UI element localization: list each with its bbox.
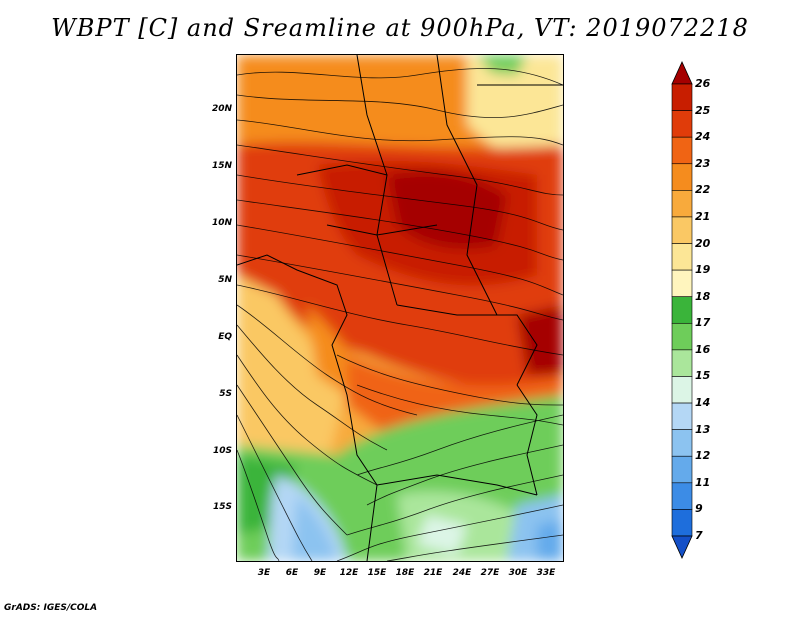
colorbar-label: 21 bbox=[695, 209, 711, 223]
lon-label-30e: 30E bbox=[508, 568, 528, 578]
colorbar-label: 15 bbox=[695, 369, 711, 383]
streamlines bbox=[237, 68, 563, 561]
colorbar-segment bbox=[671, 190, 693, 218]
country-borders bbox=[237, 55, 563, 561]
map-panel bbox=[236, 54, 564, 562]
lon-label-27e: 27E bbox=[480, 568, 500, 578]
colorbar-label: 17 bbox=[695, 316, 711, 330]
lon-label-6e: 6E bbox=[285, 568, 299, 578]
lon-label-21e: 21E bbox=[423, 568, 443, 578]
colorbar-label: 20 bbox=[695, 236, 711, 250]
lat-label-15n: 15N bbox=[211, 161, 232, 171]
lat-label-20n: 20N bbox=[211, 104, 232, 114]
colorbar-segment bbox=[671, 402, 693, 430]
lon-label-12e: 12E bbox=[339, 568, 359, 578]
temperature-shading bbox=[237, 55, 563, 561]
colorbar-label: 7 bbox=[695, 529, 703, 542]
lon-label-33e: 33E bbox=[536, 568, 556, 578]
colorbar-segment bbox=[671, 349, 693, 377]
colorbar-segment bbox=[671, 376, 693, 404]
lat-label-10n: 10N bbox=[211, 218, 232, 228]
colorbar-label: 14 bbox=[695, 396, 711, 410]
colorbar bbox=[671, 61, 693, 559]
lat-label-5s: 5S bbox=[219, 389, 232, 399]
colorbar-label: 9 bbox=[695, 502, 703, 516]
colorbar-segment bbox=[671, 136, 693, 165]
colorbar-label: 22 bbox=[695, 183, 711, 197]
colorbar-label: 18 bbox=[695, 289, 711, 303]
colorbar-segment bbox=[671, 322, 693, 351]
lon-label-15e: 15E bbox=[367, 568, 387, 578]
colorbar-segment bbox=[671, 163, 693, 191]
lat-label-eq: EQ bbox=[218, 332, 232, 342]
colorbar-segment bbox=[671, 216, 693, 244]
footer-credit: GrADS: IGES/COLA bbox=[4, 603, 98, 613]
lon-label-24e: 24E bbox=[452, 568, 472, 578]
lon-label-3e: 3E bbox=[257, 568, 271, 578]
lon-label-18e: 18E bbox=[395, 568, 415, 578]
wbpt-field-map bbox=[237, 55, 563, 561]
colorbar-segment bbox=[671, 455, 693, 484]
colorbar-segment bbox=[671, 110, 693, 138]
colorbar-label: 16 bbox=[695, 342, 711, 356]
colorbar-segment bbox=[671, 243, 693, 271]
lat-label-5n: 5N bbox=[218, 275, 232, 285]
colorbar-segment bbox=[671, 83, 693, 111]
colorbar-label: 25 bbox=[695, 103, 711, 117]
lat-label-15s: 15S bbox=[212, 502, 232, 512]
colorbar-label: 13 bbox=[695, 422, 711, 436]
colorbar-label: 23 bbox=[695, 156, 711, 170]
colorbar-label: 11 bbox=[695, 475, 711, 489]
lat-label-10s: 10S bbox=[212, 446, 232, 456]
colorbar-label: 26 bbox=[695, 77, 711, 90]
colorbar-segment bbox=[671, 429, 693, 457]
colorbar-max-arrow bbox=[671, 61, 693, 85]
lon-label-9e: 9E bbox=[313, 568, 327, 578]
colorbar-segment bbox=[671, 296, 693, 324]
colorbar-min-arrow bbox=[671, 535, 693, 559]
colorbar-label: 12 bbox=[695, 449, 711, 463]
colorbar-label: 19 bbox=[695, 263, 711, 277]
colorbar-label: 24 bbox=[695, 130, 711, 144]
map-title: WBPT [C] and Sreamline at 900hPa, VT: 20… bbox=[51, 14, 749, 42]
colorbar-segment bbox=[671, 269, 693, 298]
colorbar-segment bbox=[671, 482, 693, 510]
colorbar-segment bbox=[671, 509, 693, 537]
